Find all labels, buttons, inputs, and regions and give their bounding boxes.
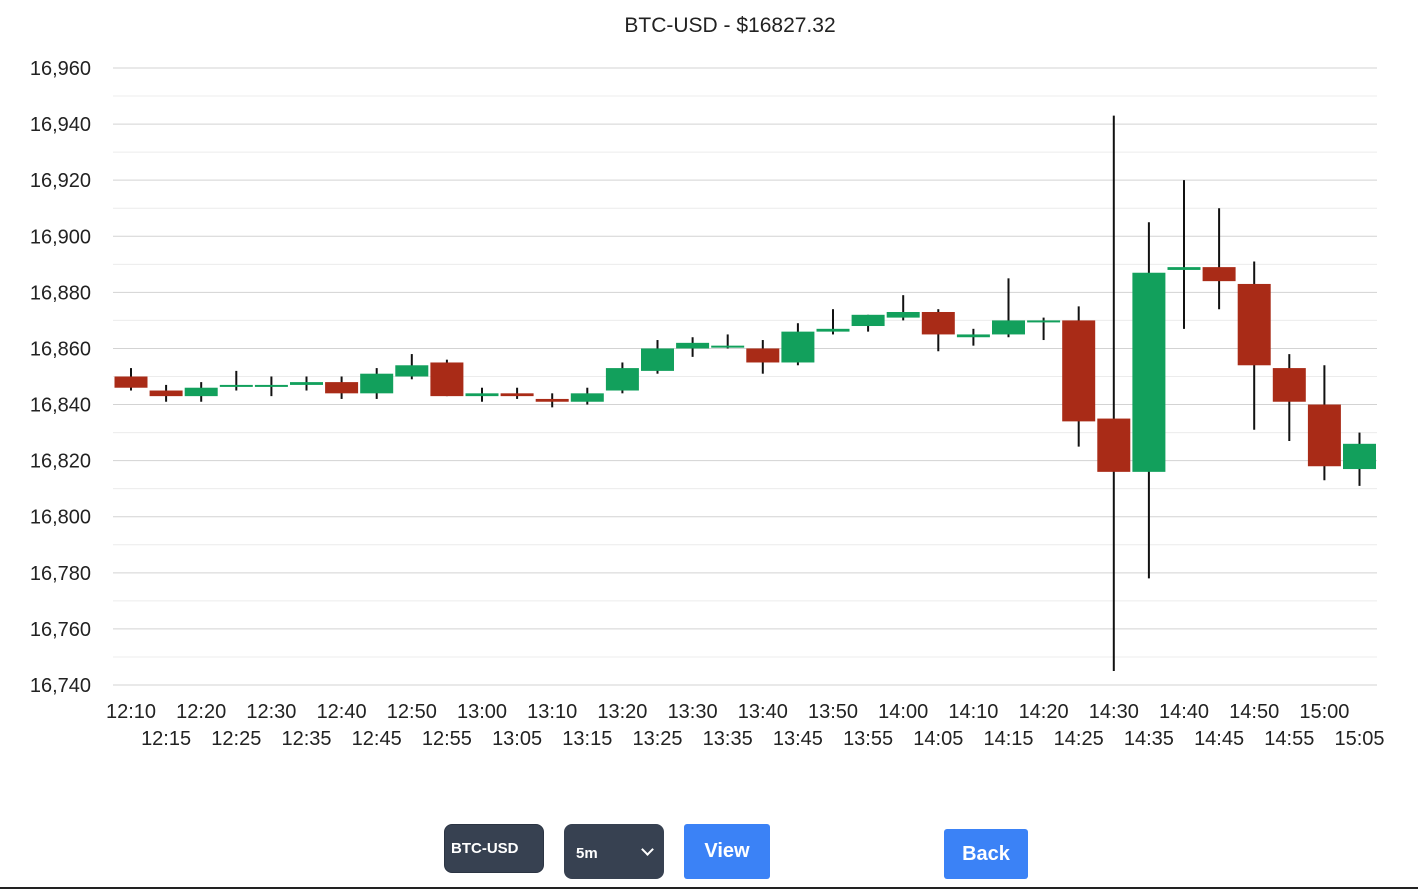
- x-tick-label: 12:15: [141, 728, 191, 750]
- y-tick-label: 16,840: [30, 395, 91, 417]
- y-tick-label: 16,800: [30, 507, 91, 529]
- x-tick-label: 12:35: [281, 728, 331, 750]
- x-tick-label: 14:55: [1264, 728, 1314, 750]
- y-tick-label: 16,780: [30, 563, 91, 585]
- candle-body-down: [535, 398, 569, 402]
- candle-body-down: [325, 382, 359, 394]
- candle-body-up: [219, 384, 253, 387]
- candle-body-up: [605, 368, 639, 391]
- x-tick-label: 15:00: [1299, 701, 1349, 723]
- x-tick-label: 14:45: [1194, 728, 1244, 750]
- x-axis-labels: 12:10 12:15 12:20 12:25 12:30 12:35 12:40 12:45…: [106, 701, 1385, 750]
- candle-body-down: [1272, 368, 1306, 402]
- x-tick-label: 12:45: [352, 728, 402, 750]
- major-gridlines: [113, 67, 1377, 686]
- candle-body-up: [395, 365, 429, 377]
- candles: [114, 115, 1376, 671]
- candle-body-up: [956, 334, 990, 338]
- candle-body-up: [360, 373, 394, 394]
- x-tick-label: 14:50: [1229, 701, 1279, 723]
- x-tick-label: 13:20: [597, 701, 647, 723]
- candle-body-up: [676, 342, 710, 349]
- x-tick-label: 12:10: [106, 701, 156, 723]
- candle-body-down: [114, 376, 148, 388]
- candle-body-up: [465, 393, 499, 397]
- x-tick-label: 13:35: [703, 728, 753, 750]
- x-tick-label: 14:15: [983, 728, 1033, 750]
- x-tick-label: 13:55: [843, 728, 893, 750]
- x-tick-label: 13:10: [527, 701, 577, 723]
- x-tick-label: 14:00: [878, 701, 928, 723]
- x-tick-label: 13:15: [562, 728, 612, 750]
- candle-body-up: [816, 328, 850, 332]
- y-tick-label: 16,960: [30, 58, 91, 80]
- y-tick-label: 16,860: [30, 338, 91, 360]
- candle-body-down: [1097, 418, 1131, 472]
- candle-body-down: [1307, 404, 1341, 467]
- candle-body-down: [149, 390, 183, 397]
- x-tick-label: 14:20: [1019, 701, 1069, 723]
- candle-body-up: [992, 320, 1025, 335]
- candle-body-up: [781, 331, 815, 363]
- candle-body-up: [851, 314, 885, 327]
- candle-body-up: [1027, 320, 1061, 323]
- candle-body-up: [641, 348, 674, 371]
- candle-body-up: [1167, 267, 1201, 270]
- x-tick-label: 14:05: [913, 728, 963, 750]
- candle-body-down: [921, 311, 955, 335]
- chart-title: BTC-USD - $16827.32: [624, 14, 835, 37]
- x-tick-label: 12:25: [211, 728, 261, 750]
- x-tick-label: 15:05: [1334, 728, 1384, 750]
- x-tick-label: 13:45: [773, 728, 823, 750]
- interval-select[interactable]: 5m: [564, 824, 664, 879]
- candle-body-up: [184, 387, 218, 397]
- minor-gridlines: [113, 95, 1377, 658]
- candle-body-up: [711, 345, 745, 348]
- x-tick-label: 14:35: [1124, 728, 1174, 750]
- candle-body-up: [1343, 443, 1376, 470]
- y-tick-label: 16,900: [30, 226, 91, 248]
- y-tick-label: 16,820: [30, 451, 91, 473]
- candle-body-up: [886, 311, 920, 318]
- x-tick-label: 12:40: [317, 701, 367, 723]
- back-button[interactable]: Back: [944, 829, 1028, 879]
- interval-select-value: 5m: [576, 844, 598, 862]
- candle-body-up: [570, 393, 604, 402]
- view-button[interactable]: View: [684, 824, 770, 879]
- x-tick-label: 13:50: [808, 701, 858, 723]
- y-tick-label: 16,940: [30, 114, 91, 136]
- candle-body-down: [1062, 320, 1096, 422]
- y-tick-label: 16,920: [30, 170, 91, 192]
- x-tick-label: 14:10: [948, 701, 998, 723]
- x-tick-label: 13:00: [457, 701, 507, 723]
- y-tick-label: 16,880: [30, 282, 91, 304]
- x-tick-label: 13:40: [738, 701, 788, 723]
- x-tick-label: 13:05: [492, 728, 542, 750]
- x-tick-label: 12:20: [176, 701, 226, 723]
- x-tick-label: 12:50: [387, 701, 437, 723]
- candle-body-down: [1202, 267, 1236, 282]
- x-tick-label: 12:55: [422, 728, 472, 750]
- symbol-input[interactable]: [444, 824, 544, 873]
- bottom-divider: [0, 887, 1418, 889]
- candlestick-chart: BTC-USD - $16827.32 16,96016,94016,92016…: [30, 14, 1385, 750]
- candle-body-up: [254, 384, 288, 387]
- x-tick-label: 12:30: [246, 701, 296, 723]
- x-tick-label: 13:25: [632, 728, 682, 750]
- candle-body-down: [430, 362, 464, 397]
- y-axis-labels: 16,960 16,940 16,920 16,900 16,880 16,860 16,8…: [30, 58, 91, 697]
- candle-body-down: [746, 348, 780, 363]
- y-tick-label: 16,760: [30, 619, 91, 641]
- candle-body-up: [290, 382, 323, 385]
- candle-body-up: [1132, 272, 1166, 472]
- candle-body-down: [1237, 283, 1271, 366]
- candle-body-down: [500, 393, 534, 397]
- chevron-down-icon: [641, 843, 654, 856]
- x-tick-label: 14:40: [1159, 701, 1209, 723]
- x-tick-label: 14:25: [1054, 728, 1104, 750]
- x-tick-label: 13:30: [668, 701, 718, 723]
- y-tick-label: 16,740: [30, 675, 91, 697]
- x-tick-label: 14:30: [1089, 701, 1139, 723]
